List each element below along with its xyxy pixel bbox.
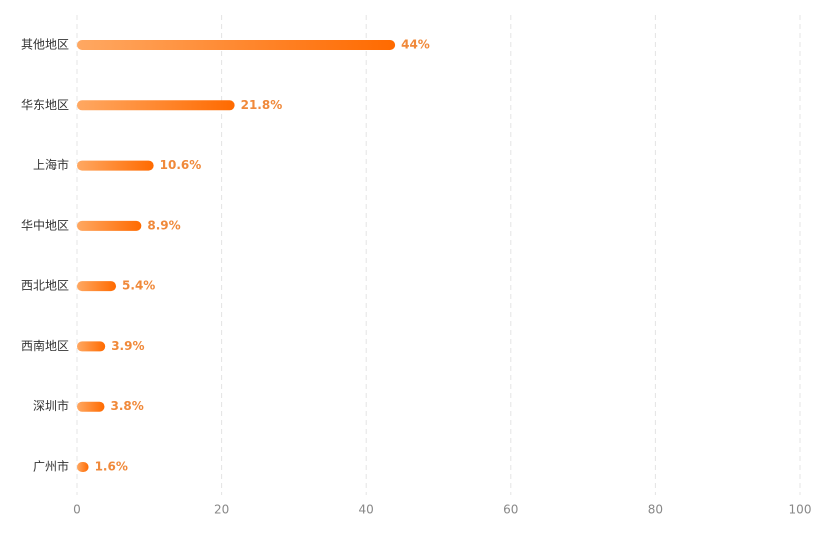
value-label: 8.9% <box>147 218 180 232</box>
y-tick-label: 西北地区 <box>21 279 69 293</box>
y-tick-label: 上海市 <box>33 157 69 172</box>
x-tick-label: 0 <box>73 503 81 517</box>
y-tick-label: 广州市 <box>33 459 69 474</box>
bar <box>77 401 105 412</box>
bar <box>77 220 142 231</box>
y-tick-label: 深圳市 <box>33 398 69 413</box>
x-tick-label: 40 <box>359 503 374 517</box>
bar <box>77 100 235 111</box>
value-label: 10.6% <box>160 158 202 172</box>
bar <box>77 160 154 171</box>
y-tick-label: 华东地区 <box>21 98 69 112</box>
x-tick-label: 80 <box>648 503 663 517</box>
y-tick-label: 西南地区 <box>21 338 69 353</box>
x-tick-label: 60 <box>503 503 518 517</box>
bar <box>77 462 89 472</box>
x-tick-label: 100 <box>789 503 812 517</box>
y-tick-label: 华中地区 <box>21 217 69 232</box>
bar <box>77 341 106 352</box>
value-label: 44% <box>401 38 430 52</box>
x-tick-label: 20 <box>214 503 229 517</box>
value-label: 3.8% <box>110 399 143 413</box>
y-tick-label: 其他地区 <box>21 38 69 52</box>
bar <box>77 281 117 292</box>
value-label: 5.4% <box>122 279 155 293</box>
value-label: 21.8% <box>241 98 283 112</box>
value-label: 3.9% <box>111 339 144 353</box>
value-label: 1.6% <box>95 460 128 474</box>
bar <box>77 40 396 50</box>
